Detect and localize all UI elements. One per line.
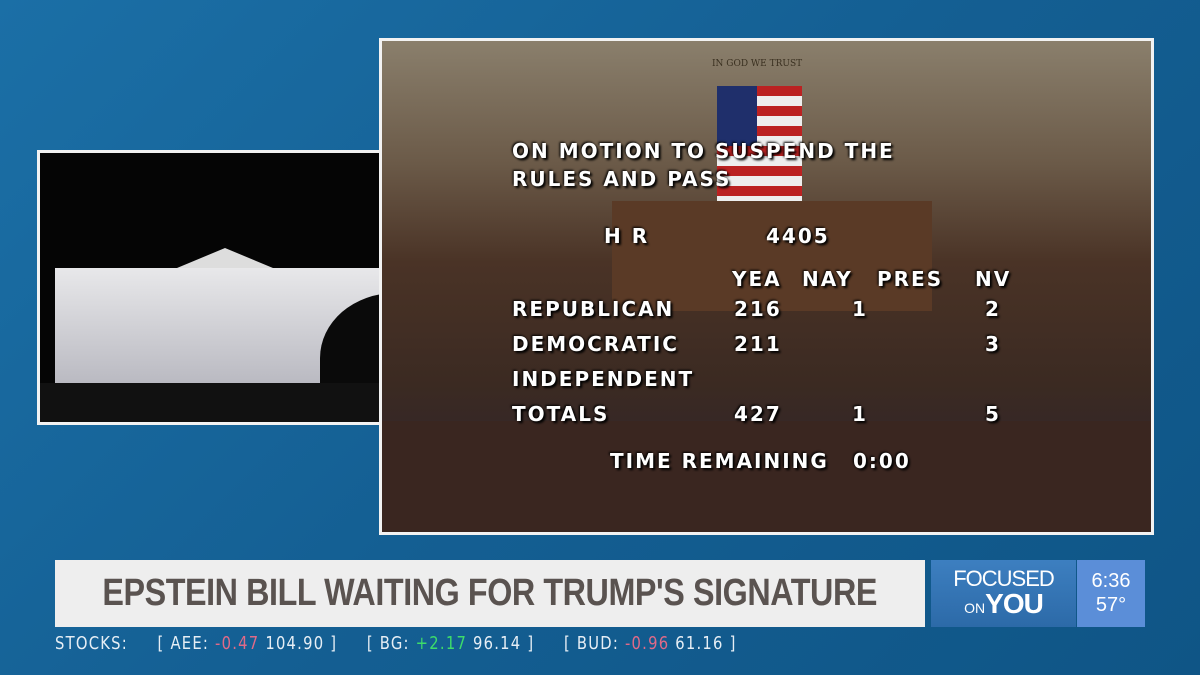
bracket: ]: [324, 633, 367, 654]
bill-prefix: H R: [604, 224, 650, 248]
ticker-symbol: BUD:: [576, 633, 620, 654]
vote-nv: 3: [985, 332, 1001, 356]
bracket: ]: [723, 633, 767, 654]
chamber-floor: [382, 421, 1151, 532]
motion-line-2: RULES AND PASS: [512, 167, 732, 191]
vote-yea: 216: [734, 297, 782, 321]
bracket: ]: [521, 633, 564, 654]
ticker-price: 104.90: [265, 633, 325, 654]
col-yea: YEA: [732, 267, 782, 291]
col-nv: NV: [975, 267, 1012, 291]
ticker-label: STOCKS:: [55, 633, 128, 654]
speaker-dais: [612, 201, 932, 311]
ticker-change: -0.47: [215, 633, 260, 654]
spacer: [128, 633, 158, 659]
headline-bar: EPSTEIN BILL WAITING FOR TRUMP'S SIGNATU…: [55, 560, 925, 627]
bracket: [: [366, 633, 380, 654]
vote-nay: 1: [852, 402, 868, 426]
ticker-price: 61.16: [675, 633, 724, 654]
stock-ticker: STOCKS: [ AEE: -0.47 104.90 ] [ BG: +2.1…: [55, 633, 766, 659]
vote-party: DEMOCRATIC: [512, 332, 679, 356]
time-remaining-value: 0:00: [853, 449, 911, 473]
focused-on-you-logo: FOCUSED ONYOU: [931, 560, 1076, 627]
clock-time: 6:36: [1091, 570, 1131, 592]
bracket: [: [563, 633, 577, 654]
col-pres: PRES: [877, 267, 944, 291]
ticker-symbol: AEE:: [170, 633, 210, 654]
motion-line-1: ON MOTION TO SUSPEND THE: [512, 139, 895, 163]
time-weather: 6:36 57°: [1077, 560, 1145, 627]
vote-party: INDEPENDENT: [512, 367, 695, 391]
american-flag: [717, 86, 802, 216]
col-nay: NAY: [802, 267, 853, 291]
temperature: 57°: [1095, 594, 1127, 616]
vote-yea: 211: [734, 332, 782, 356]
bill-number: 4405: [766, 224, 830, 248]
time-remaining-label: TIME REMAINING: [610, 449, 829, 473]
vote-nay: 1: [852, 297, 868, 321]
bracket: [: [157, 633, 171, 654]
ticker-change: +2.17: [415, 633, 468, 654]
ticker-change: -0.96: [624, 633, 670, 654]
vote-yea: 427: [734, 402, 782, 426]
vote-party: TOTALS: [512, 402, 610, 426]
ticker-symbol: BG:: [379, 633, 410, 654]
vote-nv: 2: [985, 297, 1001, 321]
logo-line1: FOCUSED: [953, 566, 1055, 591]
vote-party: REPUBLICAN: [512, 297, 675, 321]
headline-text: EPSTEIN BILL WAITING FOR TRUMP'S SIGNATU…: [102, 572, 878, 614]
motto: IN GOD WE TRUST: [712, 59, 803, 69]
ticker-price: 96.14: [473, 633, 522, 654]
house-floor-video: IN GOD WE TRUST ON MOTION TO SUSPEND THE…: [379, 38, 1154, 535]
logo-line2: ONYOU: [964, 588, 1044, 619]
vote-nv: 5: [985, 402, 1001, 426]
